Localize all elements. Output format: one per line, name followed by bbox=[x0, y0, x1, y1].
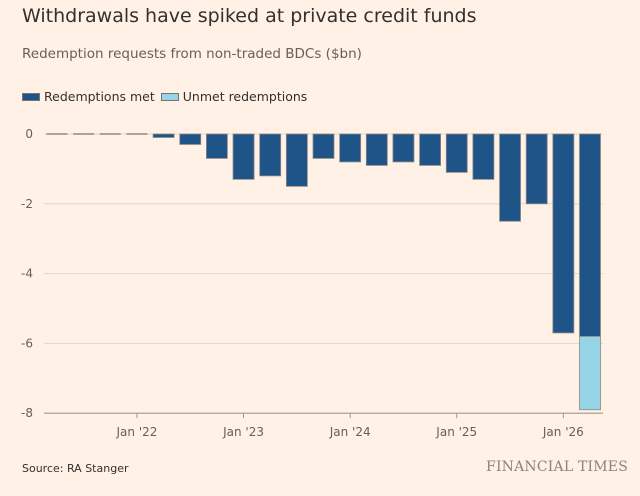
x-tick-label: Jan '22 bbox=[116, 425, 158, 439]
legend-label-met: Redemptions met bbox=[44, 89, 155, 104]
bar-redemptions-met bbox=[285, 133, 308, 187]
ft-logo: FINANCIAL TIMES bbox=[486, 459, 628, 475]
y-tick-label: -2 bbox=[21, 197, 33, 211]
y-tick-label: -4 bbox=[21, 267, 33, 281]
bar-redemptions-met bbox=[419, 133, 442, 166]
legend-swatch-unmet bbox=[160, 92, 179, 101]
source-note: Source: RA Stanger bbox=[22, 462, 129, 475]
bar-redemptions-met bbox=[205, 133, 228, 159]
bar-unmet-redemptions bbox=[579, 336, 601, 411]
bar-redemptions-met bbox=[259, 133, 282, 177]
bar-redemptions-met bbox=[365, 133, 388, 166]
bar-redemptions-met bbox=[499, 133, 521, 222]
legend-label-unmet: Unmet redemptions bbox=[182, 89, 308, 104]
x-tick-label: Jan '23 bbox=[222, 425, 264, 439]
legend-item-unmet: Unmet redemptions bbox=[160, 89, 308, 104]
bar-redemptions-met bbox=[579, 133, 601, 337]
legend-item-met: Redemptions met bbox=[22, 89, 155, 104]
bar-redemptions-met bbox=[392, 133, 415, 163]
chart-title: Withdrawals have spiked at private credi… bbox=[22, 5, 477, 27]
bar-redemptions-met bbox=[179, 133, 202, 145]
legend-swatch-met bbox=[22, 92, 40, 101]
bar-redemptions-met bbox=[312, 133, 335, 159]
bar-redemptions-met bbox=[552, 133, 575, 334]
y-tick-label: -8 bbox=[21, 406, 33, 420]
bar-redemptions-met bbox=[232, 133, 255, 180]
x-tick-label: Jan '24 bbox=[329, 425, 371, 439]
x-tick-label: Jan '26 bbox=[542, 425, 584, 439]
legend: Redemptions met Unmet redemptions bbox=[22, 89, 313, 104]
bar-redemptions-met bbox=[152, 133, 175, 138]
bar-redemptions-met bbox=[339, 133, 362, 163]
y-tick-label: -6 bbox=[21, 336, 33, 350]
chart-subtitle: Redemption requests from non-traded BDCs… bbox=[22, 46, 362, 62]
bar-redemptions-met bbox=[445, 133, 468, 173]
bar-redemptions-met bbox=[525, 133, 548, 205]
x-tick-label: Jan '25 bbox=[435, 425, 477, 439]
bar-redemptions-met bbox=[472, 133, 495, 180]
y-tick-label: 0 bbox=[25, 127, 33, 141]
